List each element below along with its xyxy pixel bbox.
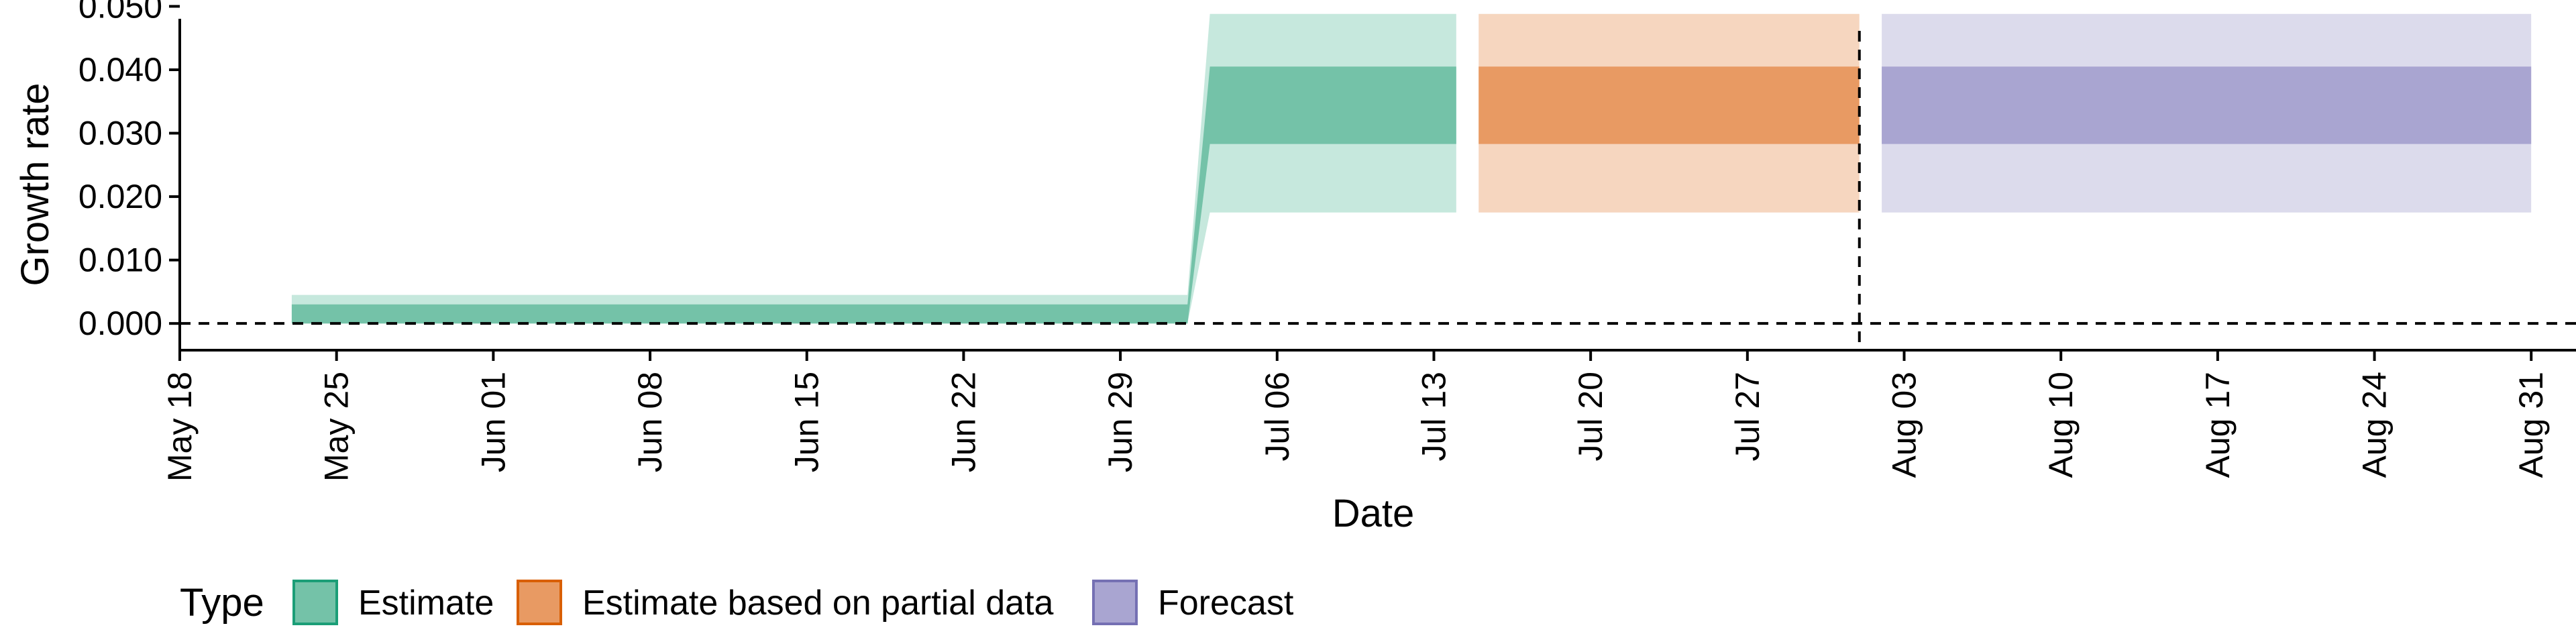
x-tick-label: Aug 10: [2042, 372, 2080, 478]
x-axis-title: Date: [1332, 492, 1415, 535]
x-tick-label: Aug 03: [1886, 372, 1923, 478]
x-tick-label: Jul 06: [1258, 372, 1296, 461]
y-tick-label: 0.000: [78, 305, 162, 342]
x-tick-label: Aug 24: [2356, 372, 2394, 478]
legend-key-1: [517, 580, 562, 625]
legend-key-0: [292, 580, 338, 625]
x-tick-label: May 18: [161, 372, 199, 482]
y-tick-label: 0.030: [78, 115, 162, 152]
x-tick-label: Jun 22: [945, 372, 982, 472]
reference-lines: [180, 31, 2576, 349]
ribbon-inner-series-1: [1479, 66, 1860, 144]
y-tick-label: 0.040: [78, 51, 162, 89]
y-tick-label: 0.050: [78, 0, 162, 25]
x-tick-label: Jun 15: [788, 372, 826, 472]
legend-label-0: Estimate: [358, 584, 494, 623]
x-tick-label: Jun 08: [631, 372, 669, 472]
x-tick-label: Jul 13: [1415, 372, 1453, 461]
x-tick-label: Aug 17: [2199, 372, 2237, 478]
ribbon-inner-series-0: [291, 66, 1456, 324]
ribbon-layer: [291, 13, 2532, 324]
legend: Type Estimate Estimate based on partial d…: [180, 580, 1294, 625]
x-tick-label: Jun 01: [474, 372, 512, 472]
x-tick-label: Jul 20: [1572, 372, 1609, 461]
axes: 0.000 0.010 0.020 0.030 0.040 0.050 May 18 May …: [78, 0, 2576, 482]
x-tick-label: Jun 29: [1102, 372, 1139, 472]
y-tick-label: 0.010: [78, 241, 162, 279]
x-tick-label: Aug 31: [2512, 372, 2550, 478]
legend-label-2: Forecast: [1158, 584, 1294, 623]
legend-title: Type: [180, 581, 264, 625]
x-tick-label: May 25: [318, 372, 356, 482]
legend-key-2: [1092, 580, 1138, 625]
y-tick-label: 0.020: [78, 178, 162, 215]
x-tick-label: Jul 27: [1729, 372, 1766, 461]
legend-label-1: Estimate based on partial data: [582, 584, 1054, 623]
ribbon-inner-series-2: [1882, 66, 2532, 144]
ribbon-outer-series-0: [291, 13, 1456, 324]
y-axis-title: Growth rate: [13, 83, 57, 286]
